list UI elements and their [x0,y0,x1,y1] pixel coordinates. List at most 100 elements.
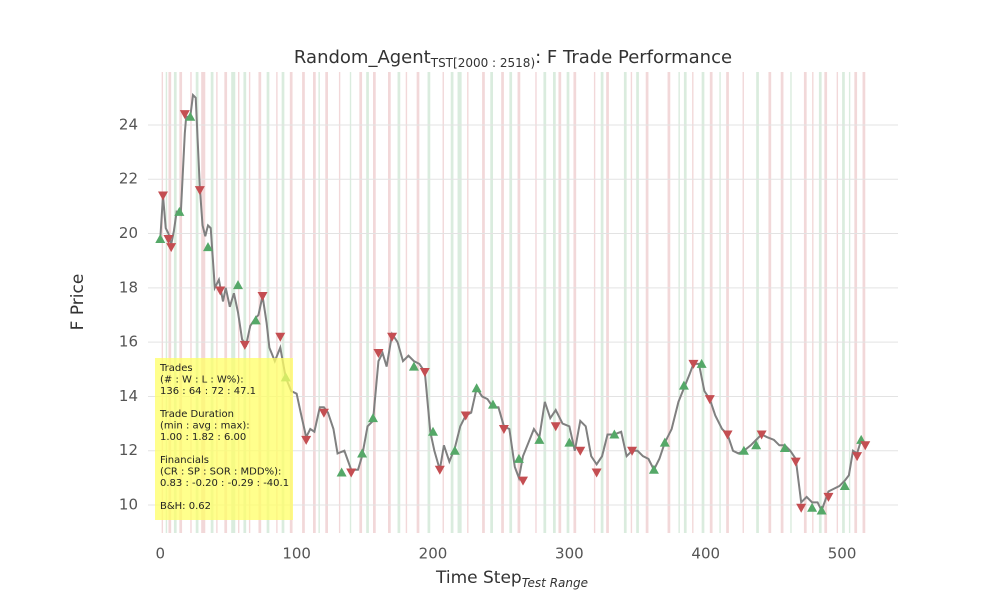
sell-marker [179,110,190,120]
stats-text: Trade Duration [159,409,234,420]
buy-marker [696,358,707,368]
y-tick-label: 24 [119,115,138,133]
trade-zone [553,72,556,533]
trade-zone [482,72,485,533]
trade-zone [248,72,251,533]
sell-marker [627,446,638,456]
sell-marker [163,234,174,244]
buy-marker [648,464,659,474]
trade-zone [179,72,183,533]
trade-zone [535,72,537,533]
buy-marker [807,502,818,512]
trade-zone [818,72,822,533]
sell-marker [688,359,699,369]
x-tick-label: 100 [282,545,311,563]
title-rest: : F Trade Performance [535,47,732,68]
trade-zone [405,72,408,533]
y-tick-label: 22 [119,170,138,188]
sell-marker [722,430,733,440]
sell-marker [823,492,834,502]
trade-zone [173,72,177,533]
sell-marker [498,425,509,435]
trade-zone [780,72,784,533]
trade-zone [224,72,228,533]
trade-zone [756,72,759,533]
trade-zone [231,72,236,533]
buy-marker [155,233,166,243]
sell-marker [257,291,268,301]
trade-zone [161,72,164,533]
trade-zone [427,72,431,533]
buy-marker [449,445,460,455]
x-tick-label: 200 [419,545,448,563]
trade-zone [719,72,721,533]
buy-marker [357,448,368,458]
trade-zone [349,72,352,533]
y-tick-label: 18 [119,278,138,296]
trade-zone [803,72,807,533]
trade-zone [636,72,639,533]
sell-marker [591,468,602,478]
trade-zone [606,72,609,533]
trade-zone [302,72,305,533]
trade-zone [558,72,562,533]
buy-marker [678,380,689,390]
trade-zone [258,72,262,533]
buy-marker [203,242,213,252]
stats-text: Trades [159,363,193,374]
trade-zone [701,72,705,533]
stats-text: 1.00 : 1.82 : 6.00 [160,432,246,443]
trade-zone [366,72,369,533]
buy-marker [839,481,850,491]
buy-marker [471,383,482,393]
stats-text: 0.83 : -0.20 : -0.29 : -40.1 [160,478,289,489]
chart-title: Random_AgentTST[2000 : 2518): F Trade Pe… [294,47,732,70]
trade-zone [168,72,172,533]
title-sub: TST[2000 : 2518) [430,56,535,70]
trade-zone [543,72,547,533]
trade-zone [509,72,513,533]
trade-zone [726,72,729,533]
sell-marker [852,452,863,462]
buy-marker [185,111,196,121]
trade-zone [824,72,828,533]
trade-zone [195,72,199,533]
x-tick-label: 400 [691,545,720,563]
trade-zone [692,72,694,533]
trade-zone [457,72,462,533]
trade-zone [768,72,772,533]
trade-zone [812,72,814,533]
buy-marker [428,426,438,436]
sell-marker [373,348,384,358]
trade-zone [593,72,596,533]
stats-text: B&H: 0.62 [160,501,211,512]
buy-marker [738,445,749,455]
x-label-sub: Test Range [522,576,588,590]
trade-zone [190,72,192,533]
buy-marker [779,443,790,453]
trade-zone [289,72,293,533]
trade-zone [318,72,320,533]
stats-box [155,358,293,520]
trade-zone [678,72,680,533]
buy-marker [250,315,261,325]
trade-zone [573,72,577,533]
trade-zone [416,72,420,533]
trade-zone [450,72,454,533]
sell-marker [756,430,767,440]
trade-zone [373,72,376,533]
y-tick-label: 20 [119,224,138,242]
buy-marker [564,437,575,447]
trade-zone [645,72,649,533]
sell-marker [518,476,528,486]
sell-marker [275,332,286,342]
y-tick-label: 16 [119,333,138,351]
sell-marker [419,368,430,378]
sell-marker [460,411,471,421]
trade-zone [276,72,278,533]
trade-zone [501,72,504,533]
trade-zone [281,72,285,533]
buy-marker [336,467,347,477]
sell-marker [434,465,445,475]
trade-zone [397,72,401,533]
